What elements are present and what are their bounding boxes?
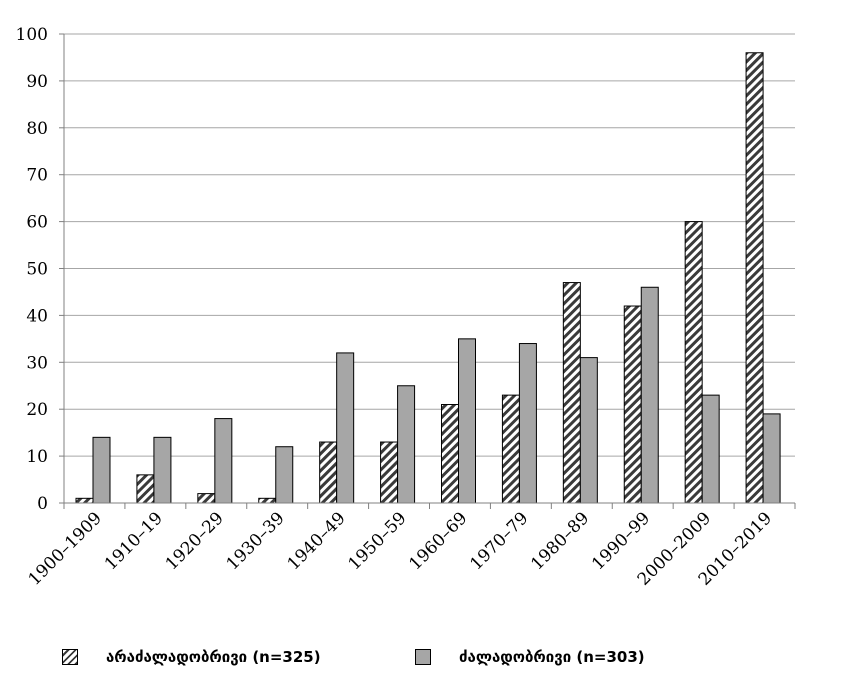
bar-nonviolent [258,497,277,504]
x-tick-label: 1910–19 [101,508,167,574]
x-tick-label: 1970–79 [466,508,532,574]
y-tick-label: 0 [37,494,48,514]
legend: არაძალადობრივი (n=325) ძალადობრივი (n=30… [0,640,844,680]
bar-violent [275,446,294,504]
axes [59,33,796,509]
y-tick-label: 90 [26,72,48,92]
bar-nonviolent [562,282,581,504]
bar-nonviolent [441,404,459,504]
x-tick-label: 1920–29 [162,508,228,574]
bar-violent [762,413,781,504]
bar-nonviolent [197,493,216,504]
y-tick-label: 30 [26,353,48,373]
bar-violent [518,343,537,504]
legend-swatch-hatched [62,649,78,665]
y-tick-label: 100 [16,25,48,45]
bar-nonviolent [745,52,764,504]
y-tick-label: 50 [26,260,48,280]
bar-nonviolent [380,441,399,504]
bar-nonviolent [75,497,94,504]
bar-violent [153,436,172,504]
legend-label-nonviolent: არაძალადობრივი (n=325) [106,648,321,666]
tick-labels: 01020304050607080901001900–19091910–1919… [16,25,777,590]
bar-nonviolent [684,221,703,504]
x-tick-label: 1930–39 [223,508,289,574]
bar-nonviolent [623,305,642,504]
bar-nonviolent [136,474,155,504]
y-tick-label: 20 [26,400,48,420]
legend-item-violent: ძალადობრივი (n=303) [415,648,645,666]
legend-label-violent: ძალადობრივი (n=303) [459,648,645,666]
y-tick-label: 10 [26,447,48,467]
legend-item-nonviolent: არაძალადობრივი (n=325) [62,648,321,666]
x-tick-label: 1950–59 [345,508,411,574]
bar-violent [701,394,720,504]
gridlines [64,33,795,457]
x-tick-label: 1980–89 [527,508,593,574]
bar-violent [458,338,476,504]
bar-violent [92,436,111,504]
bar-nonviolent [319,441,338,504]
y-tick-label: 70 [26,166,48,186]
y-tick-label: 80 [26,119,48,139]
legend-swatch-solid [415,649,431,665]
x-tick-label: 1960–69 [405,508,471,574]
bar-chart: 01020304050607080901001900–19091910–1919… [16,25,796,590]
bar-violent [214,418,233,504]
y-tick-label: 40 [26,306,48,326]
bar-violent [640,286,659,504]
x-tick-label: 1940–49 [284,508,350,574]
y-tick-label: 60 [26,213,48,233]
bar-violent [336,352,355,504]
bar-violent [397,385,416,504]
x-tick-label: 1900–1909 [25,508,106,589]
bar-nonviolent [501,394,520,504]
bar-violent [579,357,598,504]
bars [75,52,781,504]
